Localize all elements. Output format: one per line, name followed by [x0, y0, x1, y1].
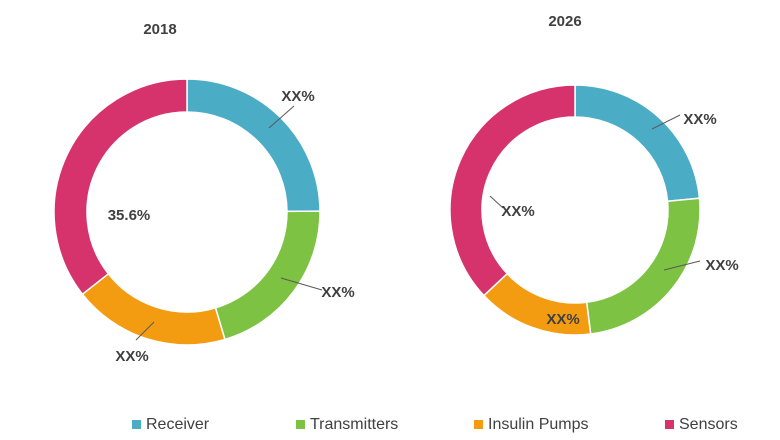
- legend-item-transmitters: Transmitters: [296, 416, 398, 433]
- legend-item-insulin-pumps: Insulin Pumps: [474, 416, 589, 433]
- donut-chart-2018: 2018 XX% XX% XX% 35.6%: [53, 21, 355, 365]
- leader-line-receiver-2026: [651, 114, 681, 130]
- data-label-transmitters-2018: XX%: [321, 284, 354, 301]
- slice-transmitters-2018: [214, 210, 321, 341]
- labels-2026: XX% XX% XX% XX%: [489, 111, 739, 328]
- data-label-receiver-2018: XX%: [281, 88, 314, 105]
- leader-line-receiver-2018: [268, 105, 295, 129]
- legend-swatch-transmitters: [296, 420, 305, 429]
- slice-receiver-2026: [574, 84, 701, 203]
- leader-line-transmitters-2026: [663, 260, 701, 271]
- leader-line-insulin-pumps-2018: [135, 321, 155, 341]
- data-label-transmitters-2026: XX%: [705, 257, 738, 274]
- leader-line-sensors-2026: [489, 195, 504, 209]
- slice-transmitters-2026: [585, 197, 701, 335]
- data-label-sensors-2018: 35.6%: [108, 207, 151, 224]
- legend-item-receiver: Receiver: [132, 416, 210, 433]
- leader-line-transmitters-2018: [280, 277, 323, 291]
- slices-2018: [53, 78, 321, 346]
- data-label-insulin-pumps-2018: XX%: [115, 348, 148, 365]
- legend-label-receiver: Receiver: [146, 416, 210, 433]
- slice-sensors-2018: [53, 78, 188, 296]
- labels-2018: XX% XX% XX% 35.6%: [108, 88, 355, 365]
- legend-label-sensors: Sensors: [679, 416, 738, 433]
- data-label-insulin-pumps-2026: XX%: [546, 311, 579, 328]
- legend-swatch-receiver: [132, 420, 141, 429]
- slices-2026: [449, 84, 701, 336]
- slice-insulin-pumps-2018: [81, 272, 226, 346]
- legend-item-sensors: Sensors: [665, 416, 738, 433]
- slice-sensors-2026: [449, 84, 576, 297]
- legend-label-transmitters: Transmitters: [310, 416, 398, 433]
- data-label-receiver-2026: XX%: [683, 111, 716, 128]
- donut-chart-2026: 2026 XX% XX% XX% XX%: [449, 13, 739, 336]
- legend: Receiver Transmitters Insulin Pumps Sensors: [132, 416, 738, 433]
- chart-title-2018: 2018: [143, 21, 176, 38]
- legend-swatch-insulin-pumps: [474, 420, 483, 429]
- chart-title-2026: 2026: [548, 13, 581, 30]
- data-label-sensors-2026: XX%: [501, 203, 534, 220]
- legend-label-insulin-pumps: Insulin Pumps: [488, 416, 589, 433]
- legend-swatch-sensors: [665, 420, 674, 429]
